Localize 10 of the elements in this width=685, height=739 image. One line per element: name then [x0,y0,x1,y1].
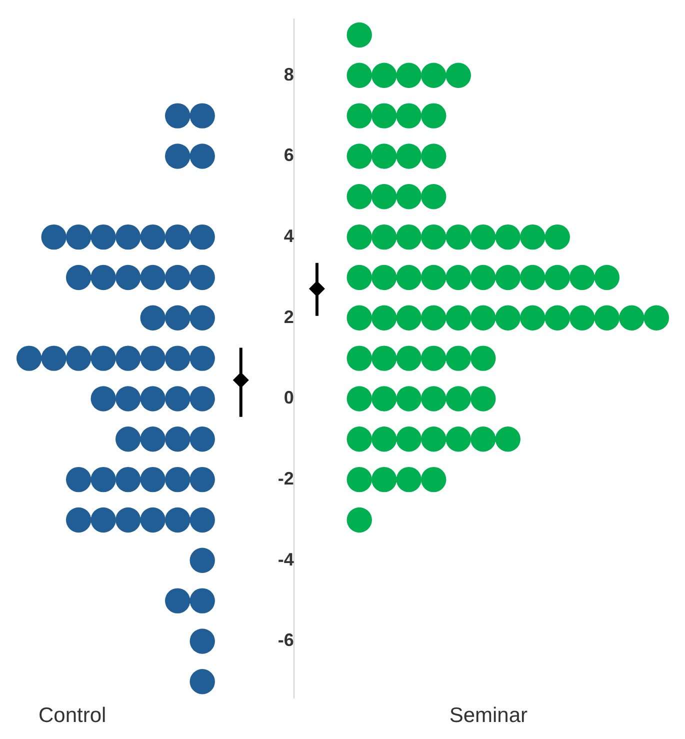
y-tick-label: 6 [284,145,294,166]
y-tick-label: 4 [284,226,294,246]
y-tick-label: 8 [284,64,294,84]
x-tick-label: Control [38,704,106,728]
y-tick-label: -2 [278,468,294,489]
x-tick-label: Seminar [449,704,528,728]
y-tick-label: -4 [278,549,294,570]
y-tick-label: -6 [278,630,294,650]
y-tick-label: 2 [284,306,294,327]
y-tick-label: 0 [284,388,294,408]
